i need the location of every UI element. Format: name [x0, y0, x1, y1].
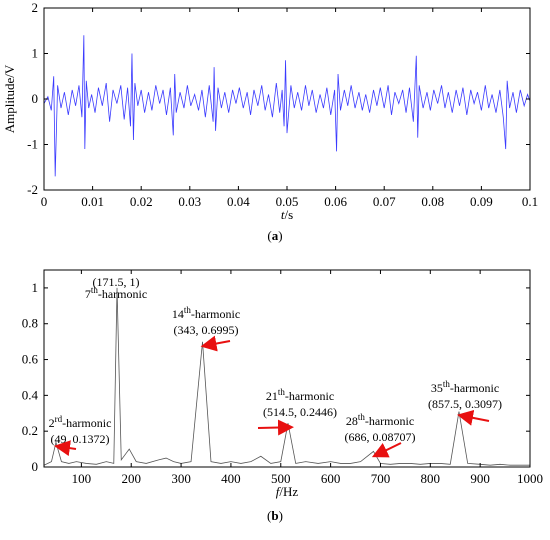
x-tick-label: 700: [371, 471, 391, 486]
y-tick-label: 0.6: [22, 352, 39, 367]
y-tick-label: 1: [32, 46, 39, 61]
x-tick-label: 0.03: [178, 194, 201, 209]
harmonic-coords: (343, 0.6995): [174, 323, 239, 337]
time-domain-plot: 0 0.01 0.02 0.03 0.04 0.05 0.06 0.07 0.08 0.09 0.1…: [2, 0, 538, 243]
plot-frame: [43, 269, 531, 468]
harmonic-coords: (171.5, 1): [93, 275, 140, 289]
arrow-icon: [200, 335, 231, 352]
x-axis-label: f/Hz: [276, 484, 299, 499]
y-tick-label: 0.8: [22, 316, 38, 331]
arrow-icon: [457, 409, 490, 426]
y-tick-label: 0.4: [22, 387, 39, 402]
y-tick-label: 0.2: [22, 423, 38, 438]
x-tick-label: 1000: [517, 471, 543, 486]
x-tick-label: 0.09: [470, 194, 493, 209]
harmonic-coords: (49, 0.1372): [51, 432, 110, 446]
x-tick-label: 400: [221, 471, 241, 486]
harmonic-label: 35th-harmonic: [431, 379, 499, 395]
harmonic-label: 28th-harmonic: [346, 412, 414, 428]
y-axis-label: Amplitude/V: [2, 64, 17, 133]
harmonic-label: 21th-harmonic: [266, 387, 334, 403]
arrow-icon: [257, 419, 294, 436]
harmonic-coords: (686, 0.08707): [345, 430, 416, 444]
panel-label: (b): [267, 508, 283, 523]
x-tick-label: 0: [41, 194, 48, 209]
x-tick-label: 500: [271, 471, 291, 486]
x-tick-label: 200: [121, 471, 141, 486]
harmonic-annotation: 35th-harmonic (857.5, 0.3097): [428, 379, 502, 426]
harmonic-label: 14th-harmonic: [172, 305, 240, 321]
spectrum-line: [43, 287, 530, 466]
x-tick-label: 0.05: [276, 194, 299, 209]
x-tick-label: 0.08: [421, 194, 444, 209]
harmonic-coords: (857.5, 0.3097): [428, 397, 502, 411]
x-tick-label: 100: [72, 471, 92, 486]
panel-label: (a): [267, 228, 282, 243]
x-tick-label: 0.04: [227, 194, 250, 209]
x-tick-label: 900: [470, 471, 490, 486]
y-tick-label: -2: [27, 182, 38, 197]
x-tick-label: 0.01: [81, 194, 104, 209]
harmonic-annotation: 14th-harmonic (343, 0.6995): [172, 305, 240, 352]
x-tick-label: 300: [171, 471, 191, 486]
harmonic-label: 7th-harmonic: [85, 285, 147, 301]
x-tick-label: 0.1: [522, 194, 538, 209]
y-tick-label: 2: [32, 0, 39, 15]
y-tick-label: 0: [32, 91, 39, 106]
harmonic-annotation: 7th-harmonic(171.5, 1): [85, 275, 147, 301]
plot-frame: [43, 7, 531, 191]
x-tick-label: 0.06: [324, 194, 347, 209]
harmonic-label: 2rd-harmonic: [49, 414, 112, 430]
x-tick-label: 600: [321, 471, 341, 486]
harmonic-annotation: 2rd-harmonic (49, 0.1372): [49, 414, 112, 457]
harmonic-annotation: 28th-harmonic (686, 0.08707): [345, 412, 416, 458]
x-tick-label: 0.02: [130, 194, 153, 209]
x-tick-label: 800: [421, 471, 441, 486]
x-axis-label: t/s: [281, 207, 293, 222]
y-tick-label: 0: [32, 459, 39, 474]
arrow-icon: [54, 440, 77, 457]
harmonic-coords: (514.5, 0.2446): [263, 405, 337, 419]
y-tick-label: -1: [27, 137, 38, 152]
signal-line: [43, 35, 531, 177]
y-tick-label: 1: [32, 280, 39, 295]
arrow-icon: [371, 442, 402, 458]
spectrum-plot: 100 200 300 400 500 600 700 800 900 1000 0 0.2 0.4 0.…: [22, 269, 543, 523]
harmonic-annotation: 21th-harmonic (514.5, 0.2446): [257, 387, 337, 436]
x-tick-label: 0.07: [373, 194, 396, 209]
